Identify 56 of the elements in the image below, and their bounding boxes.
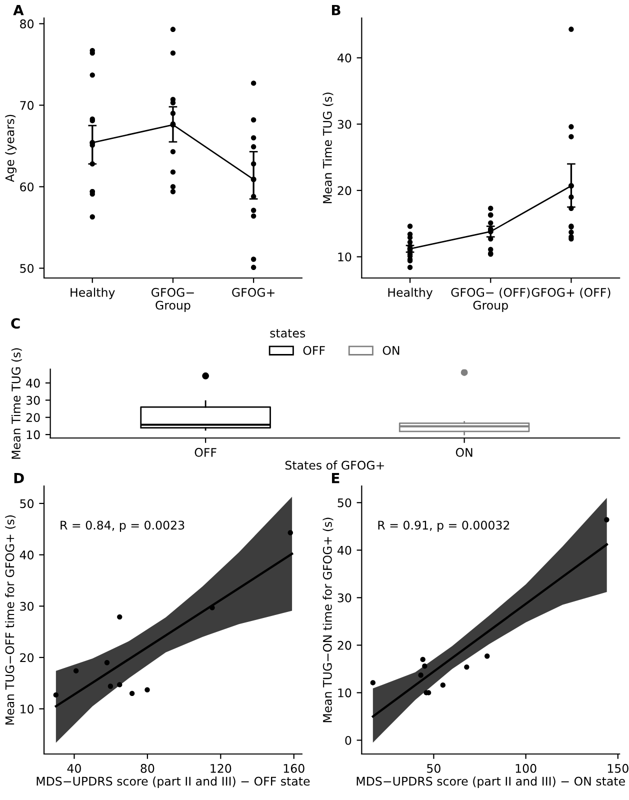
y-tick-label: 40 bbox=[20, 550, 34, 560]
x-tick-label: Healthy bbox=[70, 288, 115, 300]
y-tick-label: 40 bbox=[26, 378, 40, 388]
x-tick-label: GFOG− bbox=[152, 288, 194, 297]
y-tick-label: 30 bbox=[20, 602, 34, 611]
legend-title: states bbox=[270, 329, 306, 338]
y-tick-label: 20 bbox=[338, 186, 352, 196]
y-tick-label: 30 bbox=[338, 120, 352, 129]
y-axis-title: Mean Time TUG (s) bbox=[322, 92, 334, 204]
x-axis-title: MDS−UPDRS score (part II and III) − ON state bbox=[356, 776, 625, 788]
chart-title: E bbox=[332, 472, 340, 484]
x-tick-label: Healthy bbox=[388, 288, 433, 300]
y-tick-label: 0 bbox=[345, 736, 352, 745]
x-tick-label: 150 bbox=[608, 764, 628, 773]
y-tick-label: 50 bbox=[20, 499, 34, 508]
annotation: R = 0.84, p = 0.0023 bbox=[60, 520, 184, 532]
x-tick-label: GFOG− (OFF) bbox=[451, 288, 530, 298]
y-axis-title: Mean TUG−ON time for GFOG+ (s) bbox=[322, 518, 334, 722]
y-tick-label: 20 bbox=[20, 653, 34, 662]
x-axis-title: States of GFOG+ bbox=[285, 460, 384, 470]
x-tick-label: 80 bbox=[140, 764, 154, 773]
y-axis-title: Mean TUG−OFF time for GFOG+ (s) bbox=[5, 515, 16, 724]
y-axis-title: Age (years) bbox=[5, 114, 17, 182]
x-tick-label: GFOG+ (OFF) bbox=[532, 288, 610, 298]
chart-title: B bbox=[332, 4, 340, 16]
annotation: R = 0.91, p = 0.00032 bbox=[378, 520, 510, 532]
x-tick-label: 50 bbox=[427, 764, 440, 773]
chart-title: C bbox=[11, 318, 20, 329]
y-tick-label: 50 bbox=[20, 264, 34, 273]
x-axis-title: Group bbox=[156, 300, 190, 312]
y-tick-label: 70 bbox=[20, 100, 34, 110]
legend-label: ON bbox=[382, 346, 400, 355]
x-tick-label: GFOG+ bbox=[232, 288, 274, 297]
y-tick-label: 20 bbox=[26, 413, 40, 422]
y-tick-label: 40 bbox=[338, 54, 352, 62]
x-axis-title: Group bbox=[473, 300, 508, 312]
y-tick-label: 60 bbox=[20, 182, 34, 192]
y-tick-label: 10 bbox=[26, 430, 40, 440]
x-tick-label: 40 bbox=[67, 764, 81, 773]
y-tick-label: 10 bbox=[338, 252, 352, 262]
y-axis-title: Mean Time TUG (s) bbox=[11, 348, 22, 459]
x-axis-title: MDS−UPDRS score (part II and III) − OFF state bbox=[36, 776, 310, 788]
chart-title: D bbox=[14, 472, 24, 484]
legend-label: OFF bbox=[303, 346, 325, 355]
y-tick-label: 40 bbox=[338, 546, 352, 555]
y-tick-label: 50 bbox=[338, 498, 352, 508]
x-tick-label: 120 bbox=[210, 764, 232, 773]
x-tick-label: 100 bbox=[516, 764, 536, 773]
chart-title: A bbox=[13, 4, 24, 16]
y-tick-label: 10 bbox=[20, 704, 34, 714]
y-tick-label: 30 bbox=[338, 593, 352, 602]
y-tick-label: 30 bbox=[26, 396, 40, 405]
y-tick-label: 20 bbox=[338, 640, 352, 650]
y-tick-label: 10 bbox=[338, 688, 352, 698]
y-tick-label: 80 bbox=[20, 19, 34, 28]
x-tick-label: 160 bbox=[284, 764, 304, 773]
